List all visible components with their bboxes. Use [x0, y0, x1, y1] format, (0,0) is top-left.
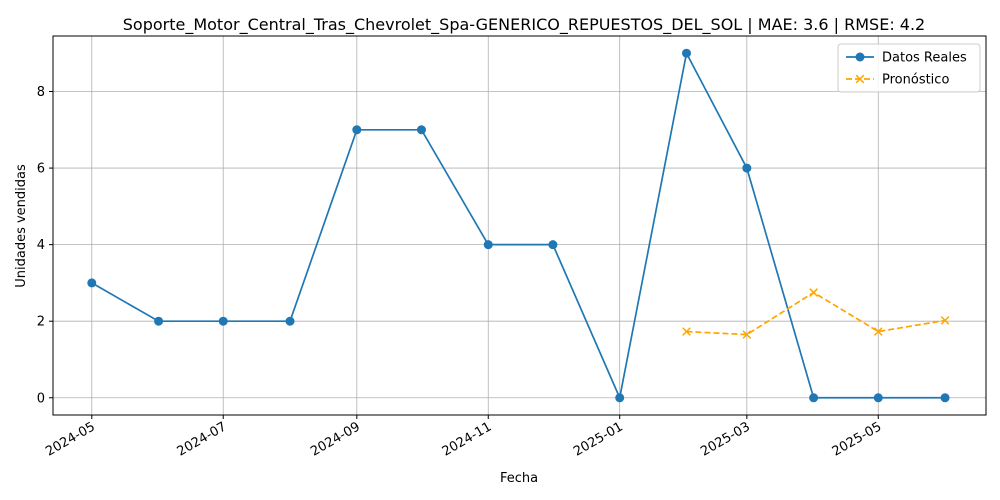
y-tick-label: 6	[37, 162, 45, 177]
data-point-actual	[615, 393, 625, 403]
data-point-actual	[742, 163, 752, 173]
legend-label-forecast: Pronóstico	[882, 73, 949, 88]
data-point-actual	[154, 316, 164, 326]
x-marker-stroke	[742, 330, 752, 339]
data-point-actual	[483, 240, 493, 250]
series-line-actual	[91, 50, 946, 401]
y-tick-label: 8	[37, 85, 45, 100]
x-marker-stroke	[940, 316, 950, 325]
chart-title: Soporte_Motor_Central_Tras_Chevrolet_Spa…	[123, 15, 925, 35]
data-point-actual	[285, 316, 295, 326]
y-axis-title: Unidades vendidas	[14, 164, 29, 288]
plot-frame	[52, 35, 987, 416]
x-marker-stroke	[682, 327, 691, 336]
legend-marker-actual	[855, 52, 865, 62]
y-tick-label: 0	[37, 391, 45, 406]
data-point-actual	[87, 278, 97, 288]
legend: Datos Reales Pronóstico	[837, 43, 981, 93]
data-point-forecast	[682, 327, 691, 336]
data-point-actual	[681, 48, 691, 58]
data-point-forecast	[809, 288, 818, 297]
y-axis-ticks: 0 2 4 6 8	[37, 85, 53, 406]
x-marker-stroke	[873, 327, 883, 336]
data-point-forecast	[742, 330, 752, 339]
data-point-actual	[416, 125, 426, 135]
data-point-actual	[873, 393, 883, 403]
data-point-actual	[548, 240, 558, 250]
data-point-actual	[218, 316, 228, 326]
series-markers	[87, 48, 950, 403]
legend-box	[837, 43, 981, 93]
data-point-forecast	[940, 316, 950, 325]
data-point-actual	[809, 393, 819, 403]
x-marker-stroke	[855, 74, 865, 84]
legend-marker-forecast	[855, 74, 865, 84]
data-point-forecast	[873, 327, 883, 336]
data-point-actual	[940, 393, 950, 403]
y-tick-label: 2	[37, 315, 45, 330]
data-point-actual	[352, 125, 362, 135]
x-axis-title: Fecha	[500, 471, 538, 486]
y-tick-label: 4	[37, 238, 45, 253]
legend-label-actual: Datos Reales	[882, 51, 967, 66]
x-marker-stroke	[809, 288, 818, 297]
